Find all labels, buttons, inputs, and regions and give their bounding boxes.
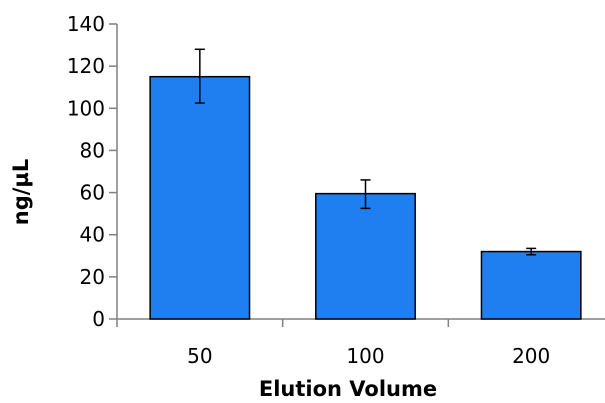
y-tick-label: 20 <box>80 265 105 289</box>
bar-50 <box>149 75 251 320</box>
x-axis: 50 100 200 <box>116 318 605 368</box>
x-tick-label: 200 <box>512 344 550 368</box>
x-axis-title: Elution Volume <box>259 377 437 401</box>
y-axis-title: ng/µL <box>9 159 33 226</box>
bars <box>149 75 582 320</box>
y-tick-label: 80 <box>80 138 105 162</box>
y-tick-label: 60 <box>80 181 105 205</box>
y-tick-label: 140 <box>67 12 105 36</box>
y-tick-label: 100 <box>67 96 105 120</box>
y-tick-label: 40 <box>80 223 105 247</box>
bar-100 <box>315 192 416 320</box>
y-tick-label: 120 <box>67 54 105 78</box>
error-bars <box>194 48 537 256</box>
x-tick-label: 100 <box>346 344 384 368</box>
y-tick-label: 0 <box>92 307 105 331</box>
y-axis: 0 20 40 60 80 100 120 140 <box>67 12 118 331</box>
x-tick-label: 50 <box>187 344 212 368</box>
bar-200 <box>480 250 582 320</box>
